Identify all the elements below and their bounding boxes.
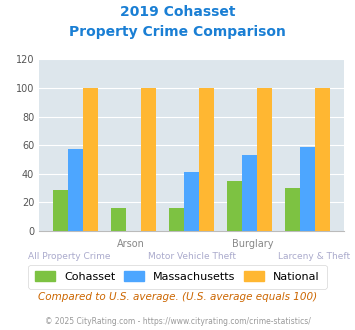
Bar: [141, 88, 156, 231]
Bar: [227, 181, 242, 231]
Text: 2019 Cohasset: 2019 Cohasset: [120, 5, 235, 19]
Bar: [315, 88, 331, 231]
Text: Larceny & Theft: Larceny & Theft: [278, 252, 350, 261]
Bar: [184, 172, 199, 231]
Text: Motor Vehicle Theft: Motor Vehicle Theft: [148, 252, 236, 261]
Text: Property Crime Comparison: Property Crime Comparison: [69, 25, 286, 39]
Bar: [169, 208, 184, 231]
Bar: [68, 149, 83, 231]
Bar: [285, 188, 300, 231]
Bar: [199, 88, 214, 231]
Text: Arson: Arson: [117, 239, 144, 249]
Bar: [53, 189, 68, 231]
Bar: [111, 208, 126, 231]
Text: Compared to U.S. average. (U.S. average equals 100): Compared to U.S. average. (U.S. average …: [38, 292, 317, 302]
Bar: [257, 88, 272, 231]
Legend: Cohasset, Massachusetts, National: Cohasset, Massachusetts, National: [28, 265, 327, 289]
Bar: [83, 88, 98, 231]
Bar: [242, 155, 257, 231]
Text: Burglary: Burglary: [232, 239, 273, 249]
Bar: [300, 147, 315, 231]
Text: All Property Crime: All Property Crime: [28, 252, 111, 261]
Text: © 2025 CityRating.com - https://www.cityrating.com/crime-statistics/: © 2025 CityRating.com - https://www.city…: [45, 317, 310, 326]
